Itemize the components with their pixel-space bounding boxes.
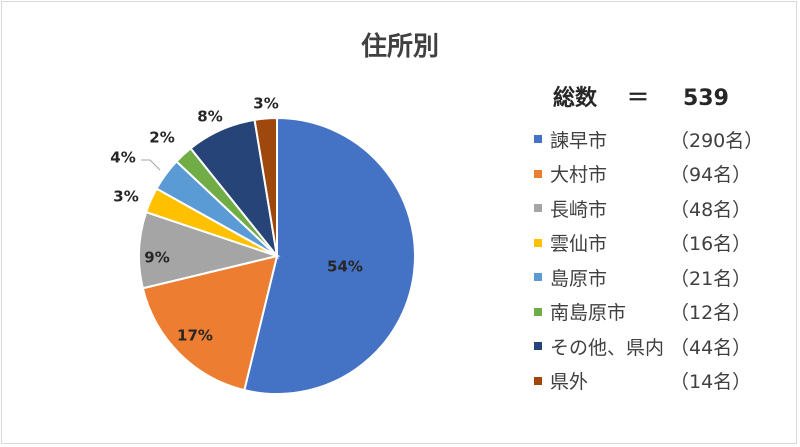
legend-count: （21名）: [670, 267, 752, 290]
chart-title: 住所別: [360, 32, 439, 62]
legend-swatch: [534, 376, 542, 385]
pie-slice: [243, 116, 416, 395]
legend-item: 南島原市 （12名）: [534, 295, 763, 330]
total-label: 総数: [553, 86, 598, 111]
legend-count: （48名）: [670, 198, 752, 221]
legend-swatch: [534, 342, 542, 351]
legend-item: 島原市 （21名）: [534, 260, 763, 295]
data-label: 54%: [327, 258, 363, 276]
total-count: 総数 ＝ 539: [553, 80, 729, 112]
data-label: 4%: [110, 149, 135, 167]
total-value: 539: [683, 86, 729, 111]
legend-swatch: [534, 307, 542, 316]
legend-item: 諫早市 （290名）: [534, 122, 763, 157]
data-label: 8%: [197, 108, 222, 126]
pie-slice: [253, 116, 278, 257]
data-label: 17%: [177, 327, 213, 345]
data-label: 9%: [144, 249, 169, 267]
legend-label: 長崎市: [550, 198, 608, 221]
legend-count: （94名）: [670, 164, 752, 187]
legend-count: （14名）: [670, 371, 752, 394]
data-label: 2%: [149, 129, 174, 147]
legend-item: 大村市 （94名）: [534, 157, 763, 192]
legend-count: （12名）: [670, 302, 752, 325]
legend-count: （16名）: [670, 233, 752, 256]
legend-swatch: [534, 135, 542, 144]
legend-count: （290名）: [670, 129, 764, 152]
legend-item: 雲仙市 （16名）: [534, 226, 763, 261]
legend-swatch: [534, 238, 542, 247]
data-label: 3%: [253, 95, 278, 113]
legend-label: 島原市: [550, 267, 608, 290]
legend-swatch: [534, 169, 542, 178]
legend-item: 県外 （14名）: [534, 364, 763, 399]
pie-slice: [141, 254, 279, 392]
legend-label: 雲仙市: [550, 233, 608, 256]
legend-label: 諫早市: [550, 129, 608, 152]
legend-swatch: [534, 273, 542, 282]
legend-label: 県外: [550, 371, 589, 394]
legend-label: その他、県内: [550, 336, 665, 359]
data-label: 3%: [113, 188, 138, 206]
legend-item: その他、県内 （44名）: [534, 329, 763, 364]
chart-legend: 諫早市 （290名） 大村市 （94名） 長崎市 （48名） 雲仙市 （16名） 島原市 （21名…: [534, 122, 763, 398]
legend-count: （44名）: [670, 336, 752, 359]
total-equals: ＝: [627, 86, 650, 111]
legend-label: 大村市: [550, 164, 608, 187]
legend-item: 長崎市 （48名）: [534, 191, 763, 226]
legend-label: 南島原市: [550, 302, 627, 325]
legend-swatch: [534, 204, 542, 213]
leader-line: [141, 159, 161, 171]
